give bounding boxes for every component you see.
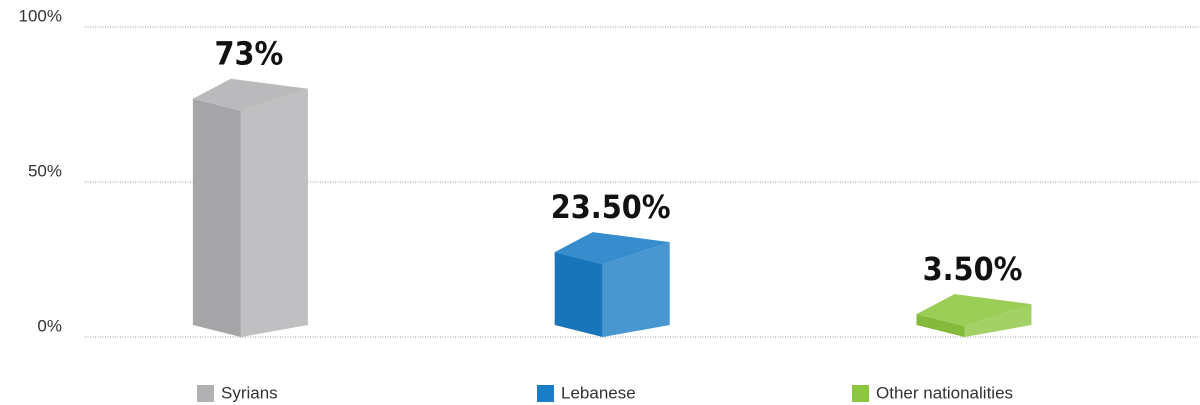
bar-top-face [192,78,308,111]
value-label: 23.50% [551,188,671,226]
legend-label: Other nationalities [876,383,1013,402]
bar-right-shade [964,304,1032,337]
bar-top-shade [554,232,670,265]
legend-swatch [197,385,214,402]
legend-label: Syrians [221,383,278,402]
bar [554,232,670,337]
bar-top-face [916,294,1032,327]
value-label: 73% [214,35,283,73]
bar [192,78,308,337]
bar-top-shade [916,294,1032,327]
bar-left-face [554,252,603,337]
bar-right-shade [240,88,308,337]
bar-left-face [916,314,965,337]
bar-right-face [240,88,308,337]
y-tick-label: 0% [37,316,62,335]
legend-swatch [537,385,554,402]
y-tick-label: 100% [19,6,62,25]
bar-right-face [602,242,670,337]
value-label: 3.50% [923,250,1023,288]
bar-left-face [192,98,241,337]
bar-right-face [964,304,1032,337]
bar-right-shade [602,242,670,337]
legend-swatch [852,385,869,402]
y-tick-label: 50% [28,161,62,180]
bar-top-shade [192,78,308,111]
legend-label: Lebanese [561,383,636,402]
bar-top-face [554,232,670,265]
bar-left-shade [554,252,603,337]
bar [916,294,1032,337]
bar-left-shade [192,98,241,337]
bar-left-shade [916,314,965,337]
